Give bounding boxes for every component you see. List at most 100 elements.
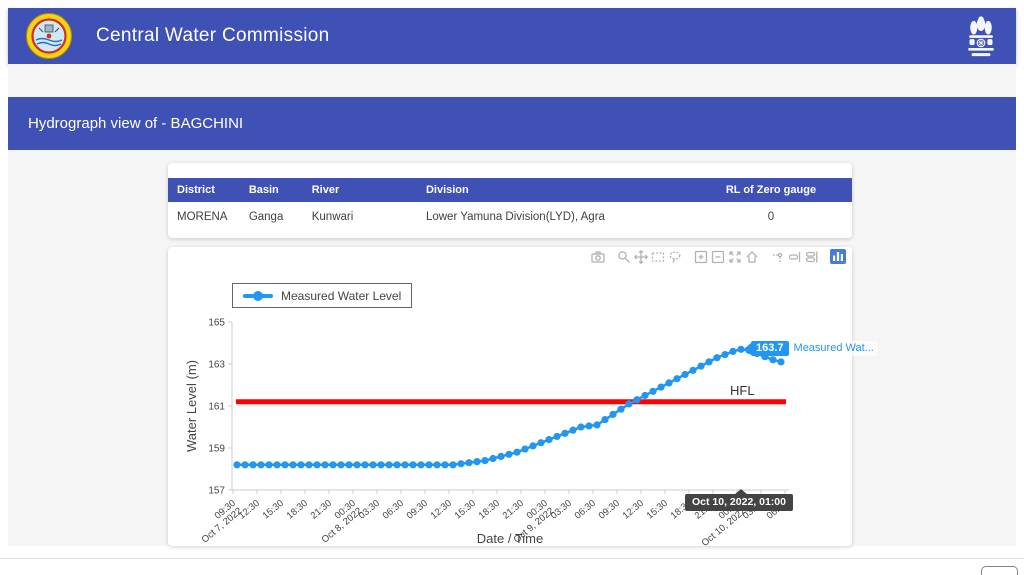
plotly-logo-icon[interactable] (829, 249, 846, 264)
data-point[interactable] (233, 461, 241, 469)
data-point[interactable] (553, 432, 561, 441)
data-point[interactable] (305, 461, 313, 469)
data-point[interactable] (473, 458, 481, 466)
data-point[interactable] (729, 347, 737, 355)
data-point[interactable] (737, 345, 745, 353)
zoom-out-icon[interactable] (709, 249, 726, 264)
app-title: Central Water Commission (96, 25, 330, 46)
box-select-icon[interactable] (649, 249, 666, 264)
data-point[interactable] (281, 461, 289, 469)
x-axis-title: Date / Time (477, 531, 543, 546)
lasso-select-icon[interactable] (666, 249, 683, 264)
data-point[interactable] (545, 436, 553, 444)
data-point[interactable] (401, 461, 409, 469)
zoom-icon[interactable] (615, 249, 632, 264)
hfl-label: HFL (730, 383, 755, 398)
data-point[interactable] (585, 422, 593, 430)
cell-district: MORENA (177, 211, 228, 223)
partial-footer-button[interactable] (981, 566, 1018, 575)
data-point[interactable] (369, 461, 377, 469)
x-tick-label: 12:30 (621, 498, 646, 522)
data-point[interactable] (265, 461, 273, 469)
data-point[interactable] (345, 461, 353, 469)
hover-compare-icon[interactable] (803, 249, 820, 264)
data-point[interactable] (601, 416, 609, 424)
data-point[interactable] (649, 387, 657, 395)
point-hover-label: 163.7 Measured Wat... (744, 341, 877, 357)
data-point[interactable] (257, 461, 265, 469)
data-point[interactable] (561, 429, 569, 437)
data-point[interactable] (329, 461, 337, 469)
hydrograph-card: 157 159 161 163 165 09:30Oct 7, 2022 12:30 15:3… (168, 247, 877, 546)
data-point[interactable] (641, 391, 649, 400)
data-point[interactable] (385, 461, 393, 469)
data-point[interactable] (657, 383, 665, 391)
col-district: District (168, 178, 240, 202)
station-table: District Basin River Division RL of Zero… (168, 178, 852, 232)
data-point[interactable] (313, 461, 321, 469)
x-tick-label: 18:30 (285, 498, 310, 522)
data-point[interactable] (673, 375, 681, 383)
x-tick-label: 09:30 (597, 498, 622, 522)
data-point[interactable] (665, 379, 673, 387)
data-point[interactable] (569, 426, 577, 434)
data-point[interactable] (625, 400, 633, 408)
data-point[interactable] (273, 461, 281, 469)
data-point[interactable] (409, 461, 417, 469)
x-tick-label: 06:30 (381, 498, 406, 522)
data-point[interactable] (417, 461, 425, 469)
data-point[interactable] (769, 356, 777, 364)
data-point[interactable] (633, 396, 641, 404)
data-point[interactable] (721, 350, 729, 359)
data-point[interactable] (705, 358, 713, 366)
data-point[interactable] (521, 445, 529, 453)
data-point[interactable] (457, 460, 465, 468)
data-point[interactable] (433, 461, 441, 469)
camera-icon[interactable] (589, 249, 606, 264)
data-point[interactable] (361, 461, 369, 469)
data-point[interactable] (609, 410, 617, 418)
cell-river: Kunwari (311, 211, 354, 223)
page-title-bar: Hydrograph view of - BAGCHINI (8, 97, 1016, 150)
data-point[interactable] (449, 461, 457, 469)
data-point[interactable] (337, 461, 345, 469)
x-tick-label: 12:30 (429, 498, 454, 522)
data-point[interactable] (529, 442, 537, 450)
data-point[interactable] (377, 461, 385, 469)
toggle-spikelines-icon[interactable] (769, 249, 786, 264)
data-point[interactable] (497, 452, 505, 460)
india-emblem-icon (968, 16, 994, 57)
data-point[interactable] (353, 461, 361, 469)
data-point[interactable] (689, 366, 697, 374)
data-point[interactable] (249, 461, 257, 469)
measured-series-points (233, 345, 785, 469)
data-point[interactable] (537, 439, 545, 447)
data-point[interactable] (617, 405, 625, 413)
data-point[interactable] (697, 362, 705, 370)
data-point[interactable] (289, 461, 297, 469)
data-point[interactable] (481, 457, 489, 465)
data-point[interactable] (713, 354, 721, 362)
data-point[interactable] (241, 461, 249, 469)
data-point[interactable] (513, 448, 521, 456)
data-point[interactable] (489, 454, 497, 463)
legend-measured-water-level[interactable]: Measured Water Level (232, 283, 413, 308)
data-point[interactable] (297, 461, 305, 469)
zoom-in-icon[interactable] (692, 249, 709, 264)
data-point[interactable] (505, 450, 513, 458)
hover-axis-value: Oct 10, 2022, 01:00 (685, 494, 793, 511)
reset-axes-icon[interactable] (743, 249, 760, 264)
data-point[interactable] (321, 461, 329, 469)
data-point[interactable] (577, 423, 585, 431)
data-point[interactable] (593, 421, 601, 429)
data-point[interactable] (465, 459, 473, 467)
pan-icon[interactable] (632, 249, 649, 264)
autoscale-icon[interactable] (726, 249, 743, 264)
data-point[interactable] (441, 461, 449, 469)
data-point[interactable] (777, 358, 785, 366)
hover-closest-icon[interactable] (786, 249, 803, 264)
data-point[interactable] (425, 461, 433, 469)
data-point[interactable] (681, 370, 689, 379)
data-point[interactable] (393, 461, 401, 469)
